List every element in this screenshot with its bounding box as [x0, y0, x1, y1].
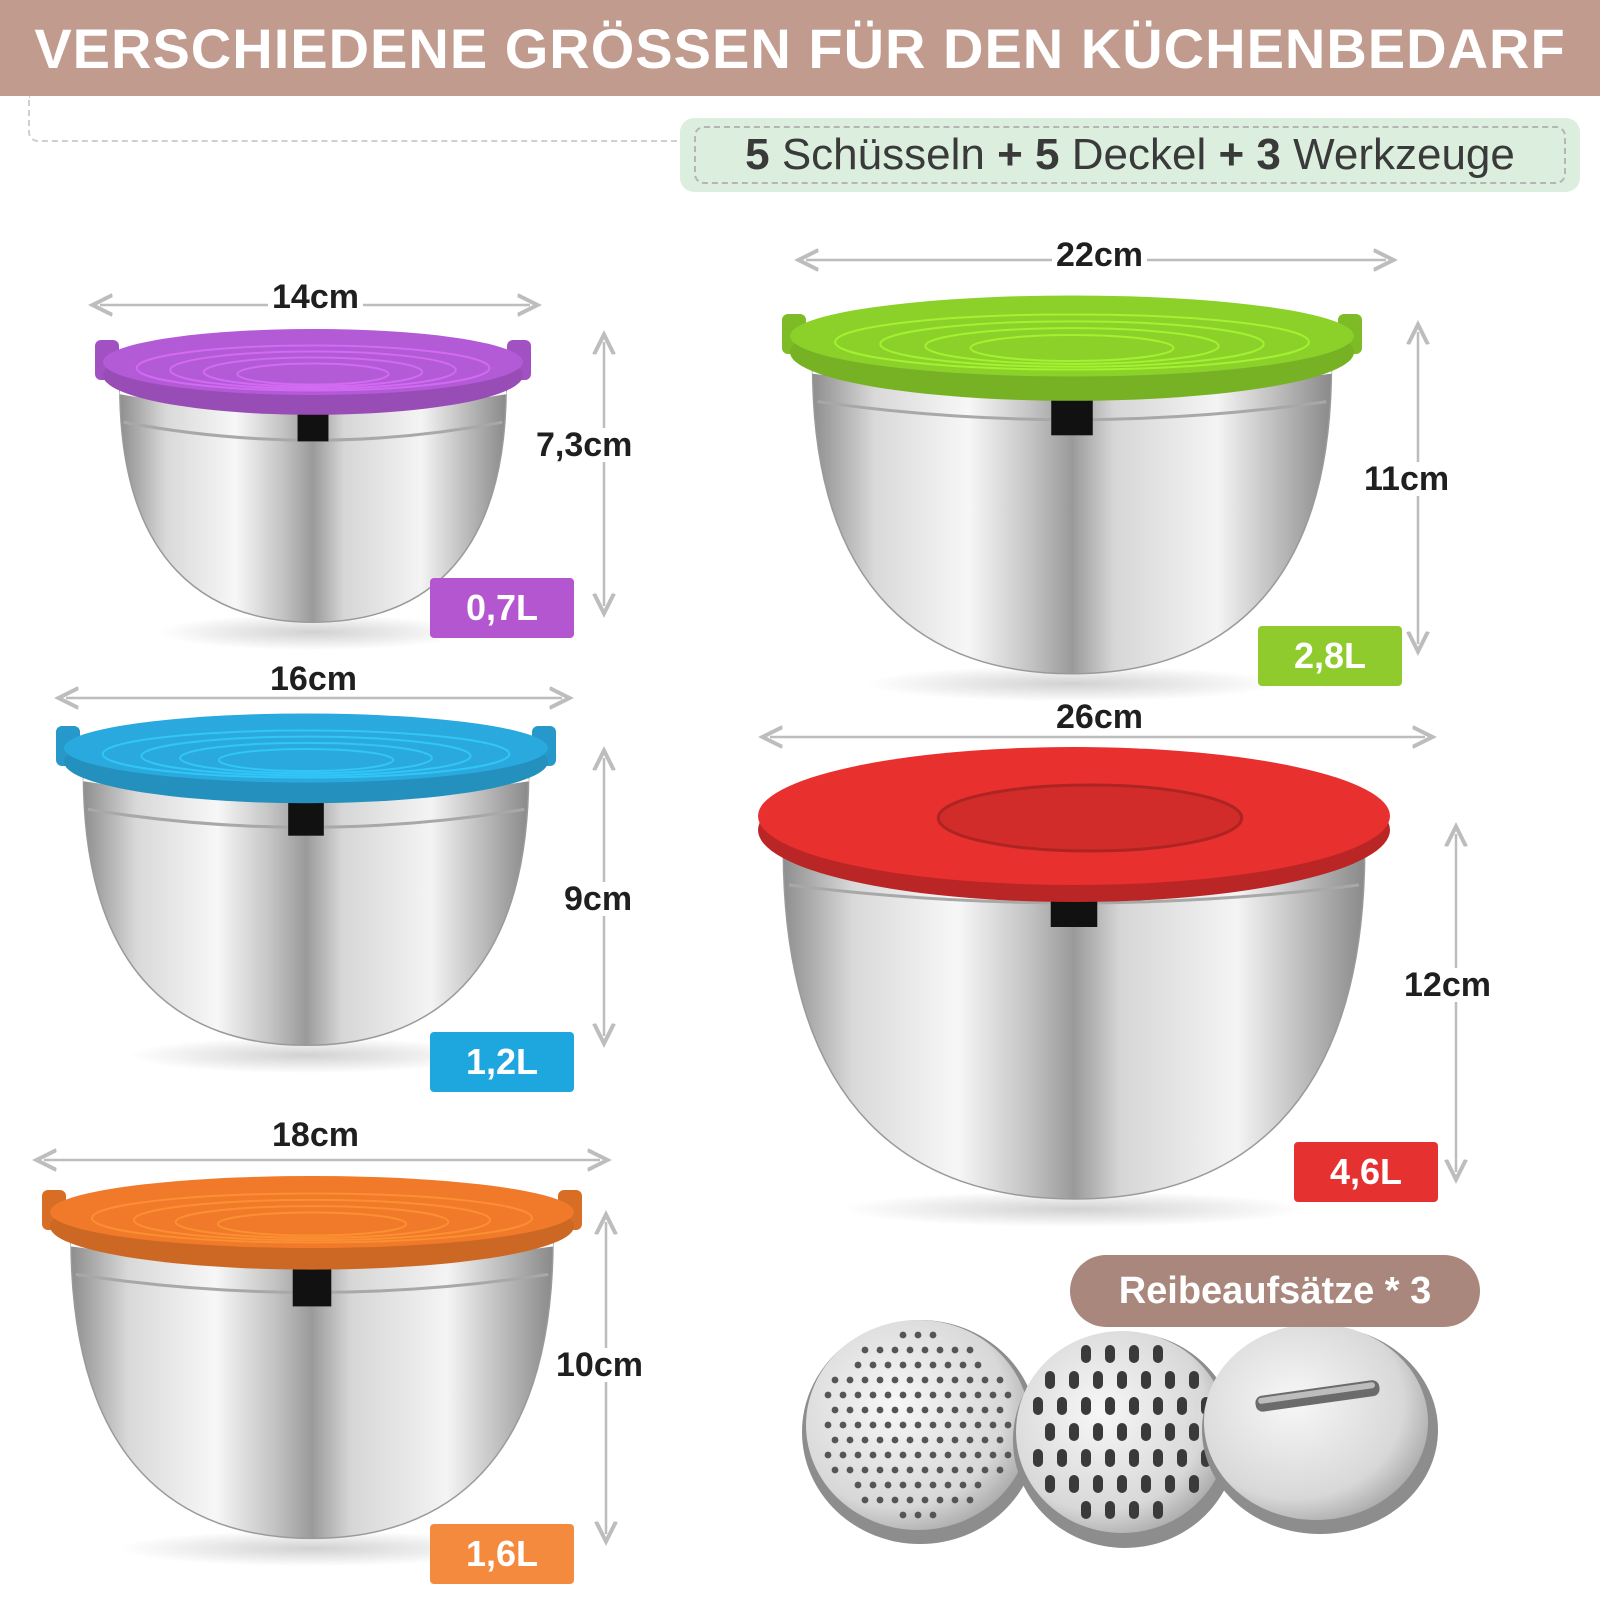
contents-summary: 5 Schüsseln + 5 Deckel + 3 Werkzeuge — [694, 126, 1566, 184]
purple-bowl-capacity-badge: 0,7L — [430, 578, 574, 638]
red-bowl-capacity-badge: 4,6L — [1294, 1142, 1438, 1202]
header-banner: VERSCHIEDENE GRÖSSEN FÜR DEN KÜCHENBEDAR… — [0, 0, 1600, 96]
orange-bowl-body — [70, 1237, 554, 1540]
orange-bowl — [42, 1176, 582, 1567]
red-bowl-height-label: 12cm — [1400, 968, 1495, 1002]
purple-lid — [95, 329, 531, 415]
green-bowl-capacity-badge: 2,8L — [1258, 626, 1402, 686]
decorative-dash-line — [28, 96, 690, 142]
orange-bowl-width-label: 18cm — [268, 1118, 363, 1152]
orange-bowl-capacity-badge: 1,6L — [430, 1524, 574, 1584]
blue-bowl-height-label: 9cm — [560, 882, 637, 916]
purple-bowl-height-label: 7,3cm — [532, 428, 637, 462]
lids-count: 5 — [1035, 130, 1060, 179]
green-bowl-height-label: 11cm — [1360, 462, 1454, 496]
blue-lid — [56, 713, 556, 804]
page-title: VERSCHIEDENE GRÖSSEN FÜR DEN KÜCHENBEDAR… — [34, 16, 1566, 80]
blue-bowl-width-label: 16cm — [266, 662, 361, 696]
red-bowl-body — [782, 848, 1366, 1200]
red-lid — [758, 747, 1390, 902]
tools-label: Werkzeuge — [1293, 130, 1515, 179]
blue-bowl-body — [82, 772, 530, 1047]
orange-bowl-height-label: 10cm — [552, 1348, 647, 1382]
red-bowl-width-label: 26cm — [1052, 700, 1147, 734]
green-bowl — [782, 295, 1362, 702]
bowls-count: 5 — [745, 130, 770, 179]
purple-bowl-width-label: 14cm — [268, 280, 363, 314]
purple-bowl — [95, 329, 531, 651]
green-bowl-body — [811, 364, 1333, 675]
green-lid — [782, 295, 1362, 401]
fine-grater-disc — [802, 1320, 1038, 1544]
plus-sign: + — [997, 130, 1023, 179]
red-bowl — [758, 747, 1390, 1227]
bowls-label: Schüsseln — [781, 130, 985, 179]
lids-label: Deckel — [1071, 130, 1207, 179]
blue-bowl-capacity-badge: 1,2L — [430, 1032, 574, 1092]
plus-sign: + — [1218, 130, 1245, 179]
graters-label-pill: Reibeaufsätze * 3 — [1070, 1255, 1480, 1327]
blue-bowl — [56, 713, 556, 1074]
slicer-disc — [1202, 1324, 1438, 1534]
contents-summary-pill: 5 Schüsseln + 5 Deckel + 3 Werkzeuge — [680, 118, 1580, 192]
grater-discs — [802, 1320, 1438, 1548]
orange-lid — [42, 1176, 582, 1270]
purple-bowl-body — [119, 385, 507, 623]
coarse-grater-disc — [1013, 1331, 1237, 1548]
tools-count: 3 — [1256, 130, 1281, 179]
green-bowl-width-label: 22cm — [1052, 238, 1147, 272]
